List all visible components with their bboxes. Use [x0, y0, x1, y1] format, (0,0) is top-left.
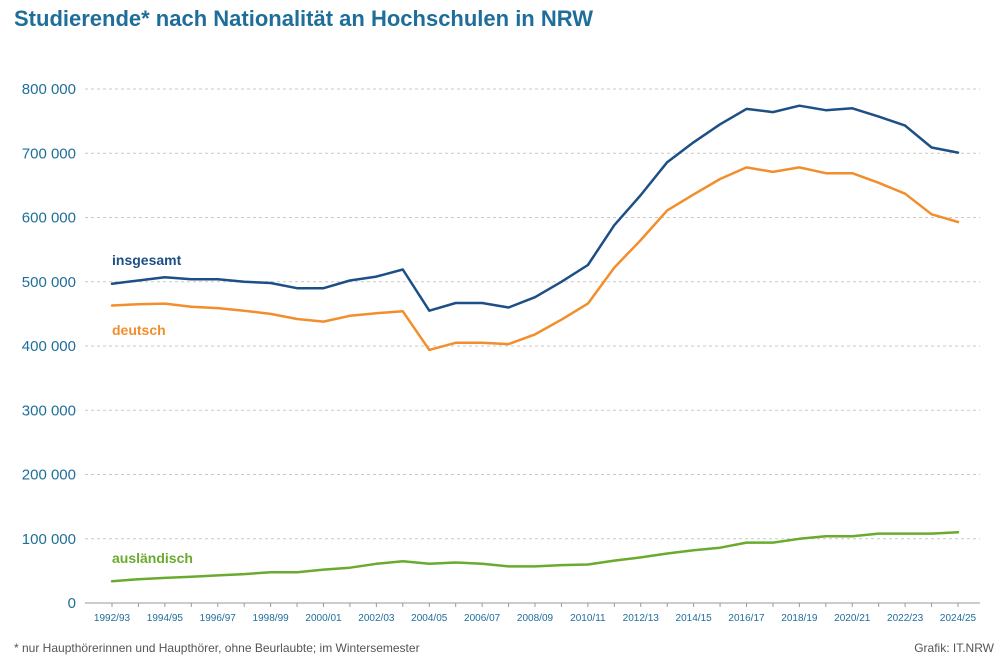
source-credit: Grafik: IT.NRW — [914, 641, 994, 655]
series-line-2 — [110, 531, 960, 583]
line-chart: 0 100 000 200 000 300 000 400 000 500 000 600 … — [22, 81, 980, 624]
series-label: ausländisch — [112, 550, 193, 566]
y-tick-label: 0 — [68, 595, 76, 612]
y-tick-label: 800 000 — [22, 81, 76, 98]
x-tick-label: 2004/05 — [411, 613, 448, 624]
x-tick-label: 2014/15 — [676, 613, 713, 624]
x-tick-label: 2010/11 — [570, 613, 606, 624]
x-tick-label: 1998/99 — [253, 613, 290, 624]
series-line-0 — [110, 104, 960, 312]
y-axis: 0 100 000 200 000 300 000 400 000 500 000 600 … — [22, 81, 76, 612]
y-tick-label: 100 000 — [22, 531, 76, 548]
x-tick-label: 1992/93 — [94, 613, 131, 624]
x-tick-label: 2008/09 — [517, 613, 554, 624]
y-tick-label: 500 000 — [22, 274, 76, 291]
footnote: * nur Haupthörerinnen und Haupthörer, oh… — [14, 641, 420, 655]
y-tick-label: 300 000 — [22, 402, 76, 419]
x-tick-label: 2000/01 — [305, 613, 342, 624]
x-tick-label: 2022/23 — [887, 613, 924, 624]
y-tick-label: 200 000 — [22, 467, 76, 484]
x-tick-label: 2024/25 — [940, 613, 977, 624]
chart-title: Studierende* nach Nationalität an Hochsc… — [14, 6, 594, 31]
x-tick-label: 2018/19 — [781, 613, 818, 624]
series-labels: insgesamt deutsch ausländisch — [112, 252, 193, 566]
x-tick-label: 2002/03 — [358, 613, 395, 624]
y-tick-label: 700 000 — [22, 145, 76, 162]
series-label: insgesamt — [112, 252, 182, 268]
x-tick-label: 2006/07 — [464, 613, 501, 624]
x-tick-label: 2020/21 — [834, 613, 871, 624]
y-tick-label: 600 000 — [22, 210, 76, 227]
series-line-1 — [110, 166, 960, 352]
x-tick-label: 1994/95 — [147, 613, 184, 624]
x-tick-label: 2016/17 — [728, 613, 765, 624]
y-tick-label: 400 000 — [22, 338, 76, 355]
x-axis: 1992/93 1994/95 1996/97 1998/99 2000/01 2002/… — [85, 602, 980, 624]
x-tick-label: 2012/13 — [623, 613, 660, 624]
series-lines — [110, 104, 960, 583]
series-label: deutsch — [112, 322, 166, 338]
x-tick-label: 1996/97 — [200, 613, 237, 624]
gridlines — [85, 88, 980, 540]
